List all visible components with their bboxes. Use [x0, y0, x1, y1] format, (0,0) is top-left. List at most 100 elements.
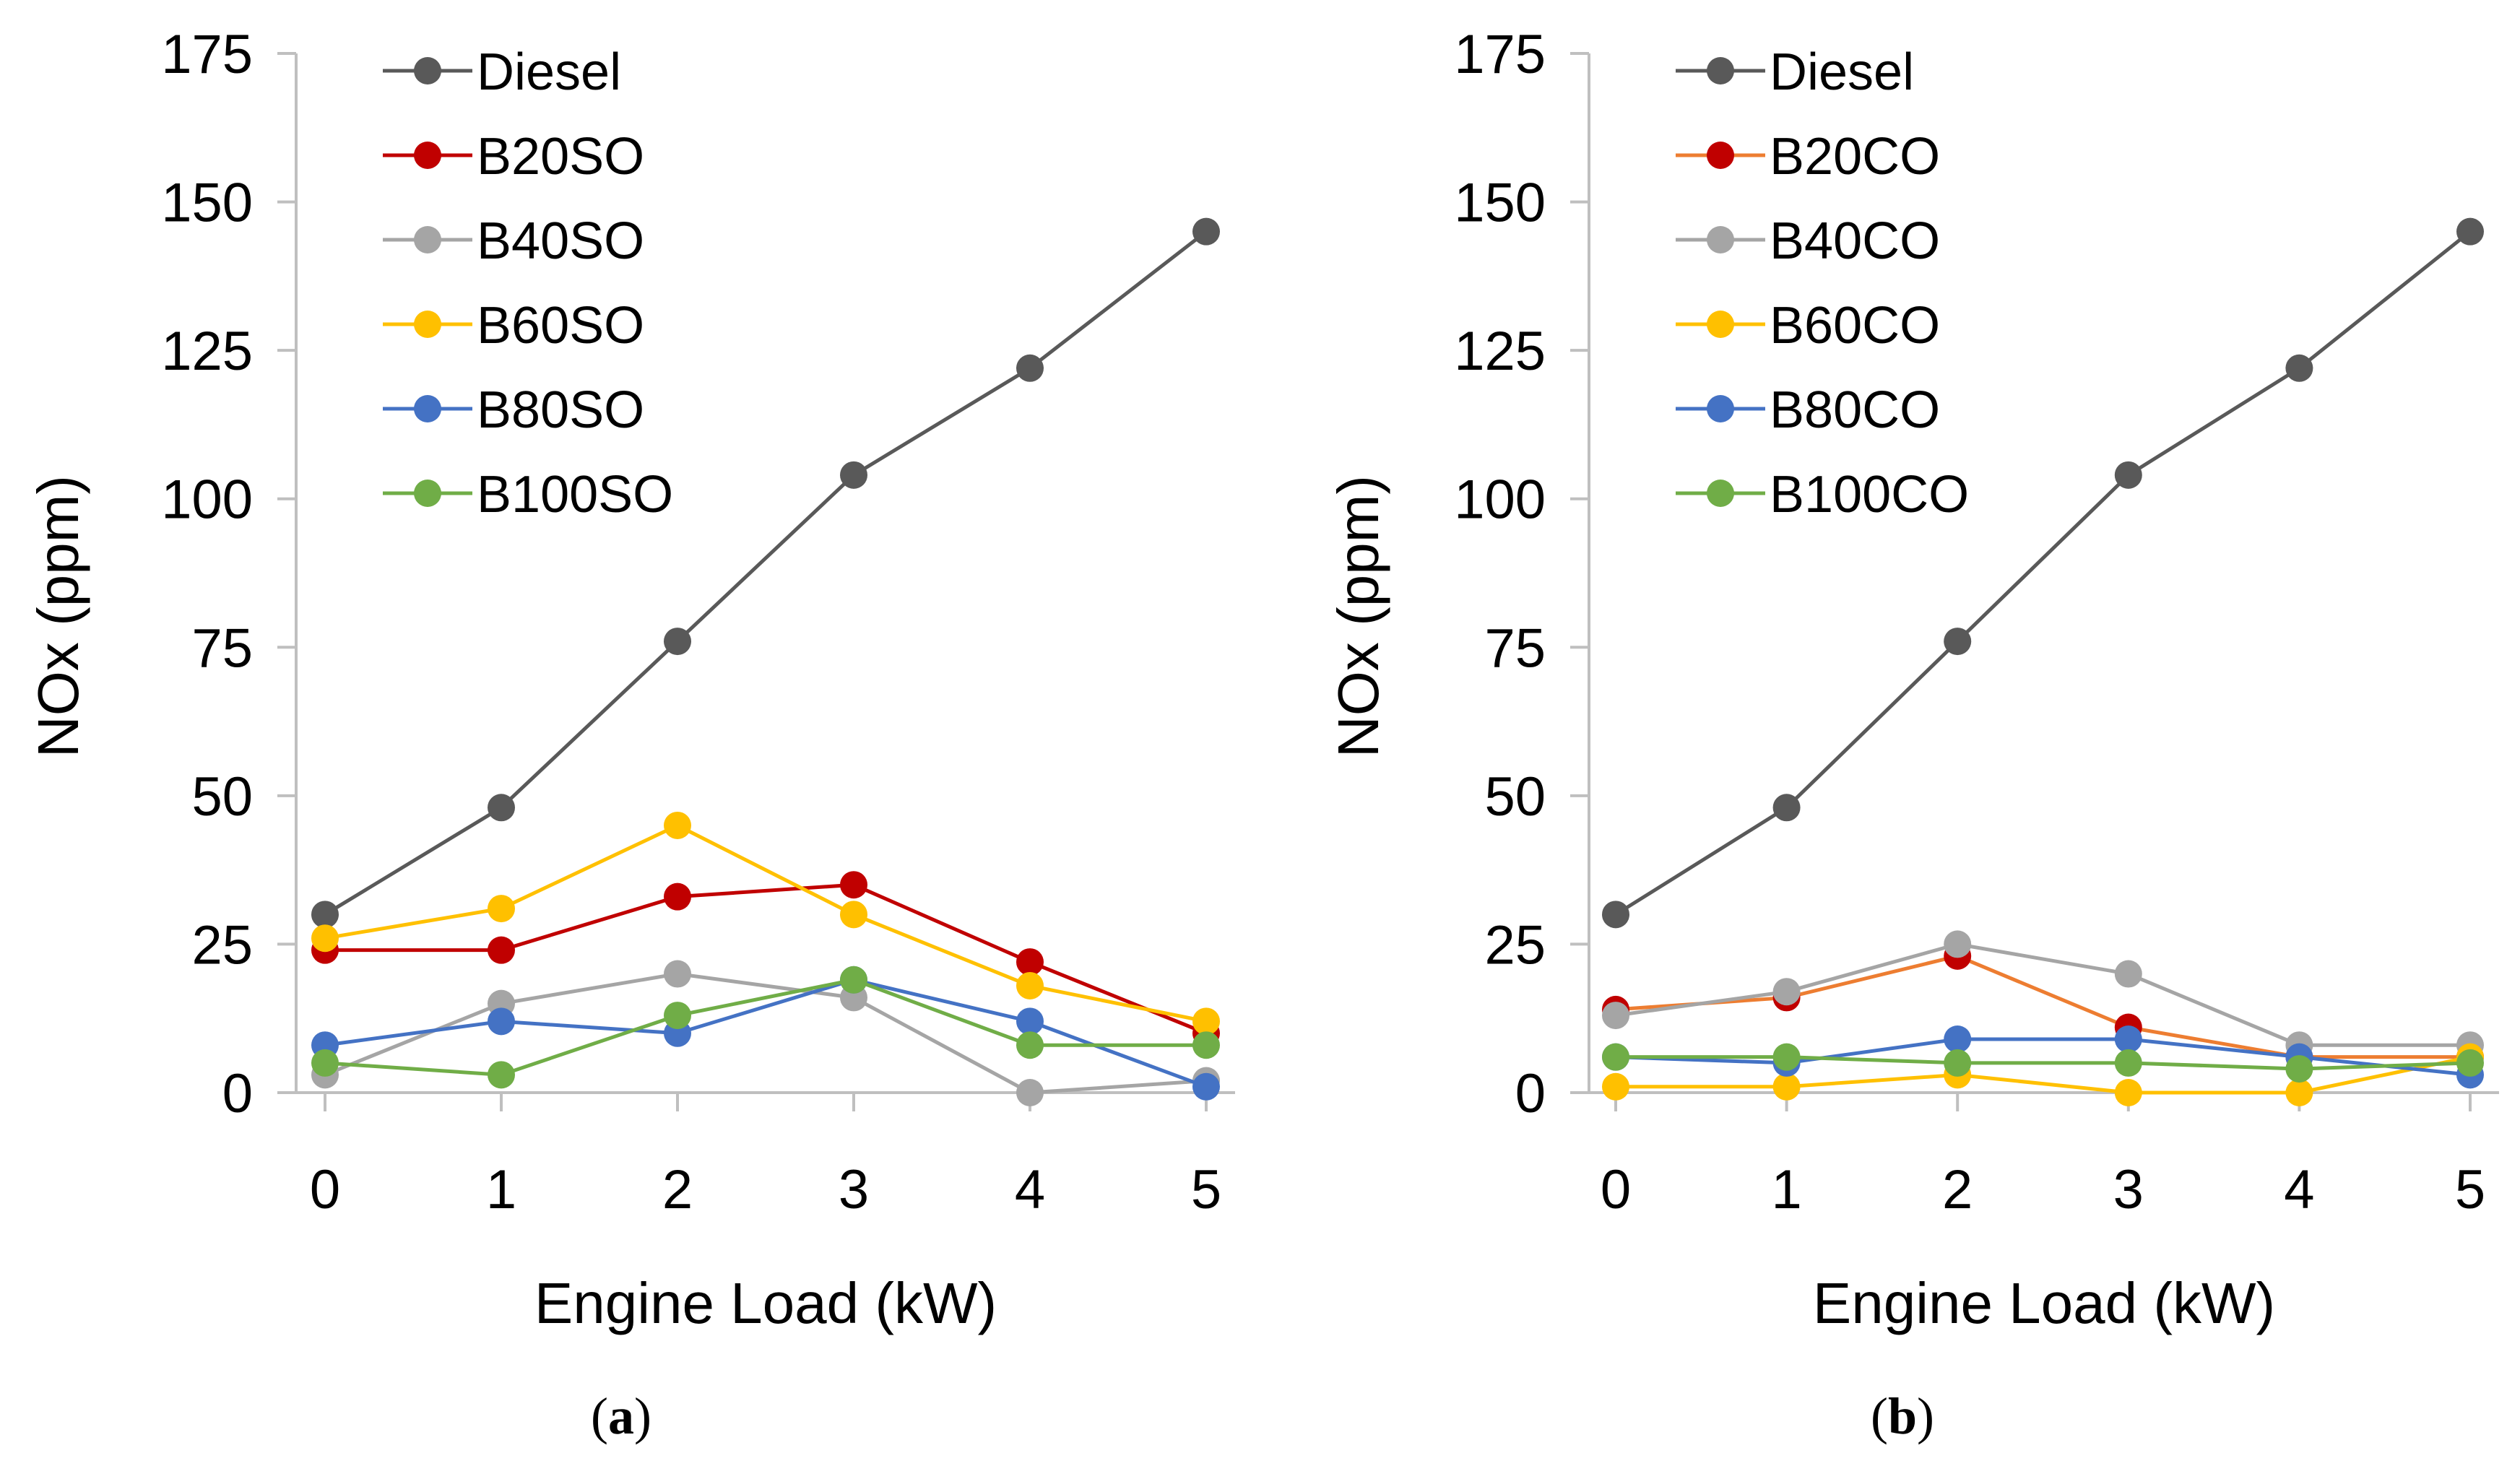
data-point-B100SO [488, 1061, 515, 1089]
legend-marker [1707, 226, 1734, 253]
x-tick-label: 5 [1191, 1159, 1221, 1220]
x-tick-label: 3 [2113, 1159, 2144, 1220]
x-tick-label: 4 [2284, 1159, 2314, 1220]
data-point-Diesel [840, 461, 867, 489]
y-tick-label: 150 [1454, 173, 1546, 234]
y-tick-label: 0 [1515, 1063, 1546, 1124]
legend: Diesel B20CO B40CO B60CO B80CO B100CO [1676, 43, 1969, 524]
data-point-Diesel [488, 794, 515, 822]
x-tick-label: 3 [839, 1159, 869, 1220]
y-tick-label: 75 [191, 617, 253, 679]
legend-marker [414, 480, 441, 507]
data-point-B100CO [1944, 1049, 1972, 1077]
x-tick-label: 2 [662, 1159, 693, 1220]
legend-item-Diesel: Diesel [1676, 43, 1914, 101]
data-point-B100CO [2114, 1049, 2142, 1077]
y-tick-label: 25 [191, 914, 253, 976]
legend-marker [1707, 57, 1734, 84]
legend-label: B80CO [1770, 381, 1940, 439]
data-point-B100CO [1772, 1043, 1801, 1071]
data-point-B60CO [2114, 1079, 2142, 1106]
series-line-Diesel [324, 230, 1208, 916]
series-line-B60SO [324, 823, 1207, 1023]
data-point-B20SO [840, 871, 867, 899]
legend-item-B100SO: B100SO [383, 466, 673, 524]
legend-item-B60SO: B60SO [383, 297, 644, 355]
legend-label: B20CO [1770, 128, 1940, 186]
data-point-B40SO [664, 960, 691, 988]
x-tick-label: 1 [486, 1159, 516, 1220]
series-line-B100SO [324, 978, 1206, 1077]
legend-marker [414, 226, 441, 253]
data-point-Diesel [1944, 628, 1972, 656]
y-tick-label: 125 [161, 321, 253, 382]
legend-item-B20SO: B20SO [383, 128, 644, 186]
legend-item-Diesel: Diesel [383, 43, 621, 101]
legend-label: B20SO [477, 128, 644, 186]
series-B100SO [311, 966, 1220, 1089]
data-point-B40CO [2114, 960, 2142, 988]
data-point-Diesel [1772, 794, 1801, 822]
series-B20CO [1602, 942, 2484, 1071]
legend: Diesel B20SO B40SO B60SO B80SO B100SO [383, 43, 673, 524]
series-line-B40SO [324, 972, 1207, 1095]
data-point-Diesel [1016, 354, 1044, 382]
legend-label: B80SO [477, 381, 644, 439]
x-tick-label: 5 [2455, 1159, 2485, 1220]
y-tick-label: 125 [1454, 321, 1546, 382]
legend-item-B80SO: B80SO [383, 381, 644, 439]
data-point-Diesel [2285, 354, 2313, 382]
legend-item-B40CO: B40CO [1676, 212, 1940, 270]
x-tick-label: 0 [1601, 1159, 1631, 1220]
legend-label: Diesel [477, 43, 621, 101]
y-tick-label: 50 [191, 766, 253, 828]
x-axis-title: Engine Load (kW) [1813, 1271, 2275, 1335]
legend-label: B60SO [477, 297, 644, 355]
data-point-Diesel [664, 628, 691, 656]
series-B60CO [1602, 1043, 2484, 1106]
series-line-B60CO [1616, 1055, 2471, 1095]
data-point-Diesel [1602, 901, 1629, 929]
series-Diesel [1602, 217, 2484, 929]
series-line-B20CO [1615, 954, 2470, 1059]
legend-item-B60CO: B60CO [1676, 297, 1940, 355]
series-B60SO [311, 811, 1220, 1036]
data-point-B80CO [1944, 1025, 1972, 1053]
chart-panel-b: 0 25 50 75 100 125 150 175 0 1 2 3 4 5 Engine Load (kW… [1326, 24, 2499, 1445]
data-point-B60SO [1192, 1007, 1220, 1036]
data-point-B100SO [311, 1049, 339, 1077]
x-tick-label: 0 [310, 1159, 340, 1220]
series-line-B20SO [325, 882, 1207, 1036]
series-line-B80SO [324, 978, 1207, 1089]
legend-item-B100CO: B100CO [1676, 466, 1969, 524]
legend-marker [414, 142, 441, 169]
series-line-B40CO [1615, 942, 2470, 1047]
data-point-B40CO [1772, 978, 1801, 1006]
legend-label: B40SO [477, 212, 644, 270]
data-point-Diesel [1192, 217, 1220, 246]
y-tick-label: 150 [161, 173, 253, 234]
data-point-B60CO [2285, 1079, 2313, 1106]
panel-label: (b) [1871, 1387, 1934, 1445]
data-point-B60CO [1602, 1072, 1629, 1101]
y-tick-label: 175 [161, 24, 253, 85]
series-B100CO [1602, 1043, 2484, 1083]
legend-marker [1707, 480, 1734, 507]
data-point-B80CO [2114, 1025, 2142, 1053]
y-tick-label: 75 [1484, 617, 1546, 679]
data-point-Diesel [2456, 217, 2484, 246]
series-Diesel [311, 217, 1220, 929]
series-line-B100CO [1616, 1055, 2471, 1071]
data-point-B60CO [1772, 1072, 1801, 1101]
data-point-B20SO [488, 936, 515, 964]
data-point-B100SO [840, 966, 867, 994]
data-point-B20SO [1016, 948, 1044, 976]
legend-label: B100SO [477, 466, 673, 524]
data-point-B100CO [1602, 1043, 1629, 1071]
data-point-B60SO [1016, 971, 1044, 999]
data-point-B60SO [840, 901, 867, 929]
data-point-Diesel [2114, 461, 2142, 489]
y-tick-label: 50 [1484, 766, 1546, 828]
data-point-Diesel [311, 901, 339, 929]
